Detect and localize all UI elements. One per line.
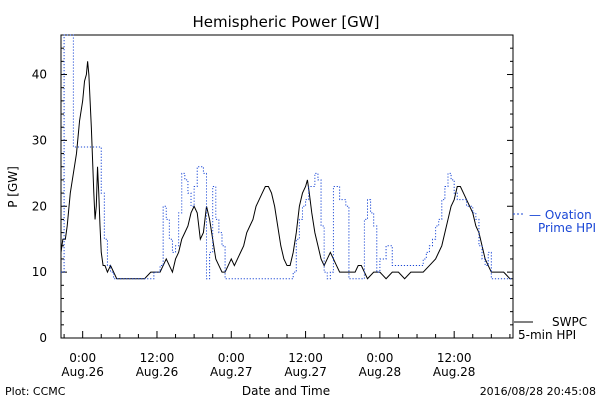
x-tick-time-label: 0:00: [69, 351, 96, 365]
x-tick-time-label: 0:00: [218, 351, 245, 365]
y-tick-label: 40: [32, 68, 47, 82]
x-tick-time-label: 12:00: [288, 351, 323, 365]
y-axis-label: P [GW]: [6, 166, 20, 208]
x-tick-date-label: Aug.27: [284, 365, 327, 379]
legend-swpc-line1: SWPC: [552, 315, 587, 329]
y-tick-label: 30: [32, 133, 47, 147]
legend-swpc-line2: 5-min HPI: [518, 328, 576, 342]
x-tick-date-label: Aug.27: [210, 365, 253, 379]
y-tick-label: 0: [39, 331, 47, 345]
x-axis-label: Date and Time: [242, 384, 330, 398]
plot-credit: Plot: CCMC: [5, 385, 66, 398]
series-swpc-line: [60, 61, 513, 280]
plot-timestamp: 2016/08/28 20:45:08: [480, 385, 596, 398]
y-axis-ticks: 0 10 20 30 40: [32, 34, 513, 345]
series-ovation-line: [61, 34, 513, 280]
x-tick-time-label: 0:00: [366, 351, 393, 365]
x-tick-date-label: Aug.28: [433, 365, 476, 379]
series-layer: [60, 34, 523, 280]
y-tick-label: 10: [32, 265, 47, 279]
x-tick-date-label: Aug.26: [61, 365, 104, 379]
x-tick-date-label: Aug.26: [136, 365, 179, 379]
x-tick-time-label: 12:00: [437, 351, 472, 365]
legend-ovation-line2: Prime HPI: [538, 221, 596, 235]
x-tick-time-label: 12:00: [140, 351, 175, 365]
chart-title: Hemispheric Power [GW]: [193, 13, 380, 31]
legend-ovation-line1: — Ovation: [529, 208, 592, 222]
x-axis-ticks: 0:00Aug.2612:00Aug.260:00Aug.2712:00Aug.…: [61, 331, 511, 379]
x-tick-date-label: Aug.28: [359, 365, 402, 379]
y-tick-label: 20: [32, 199, 47, 213]
